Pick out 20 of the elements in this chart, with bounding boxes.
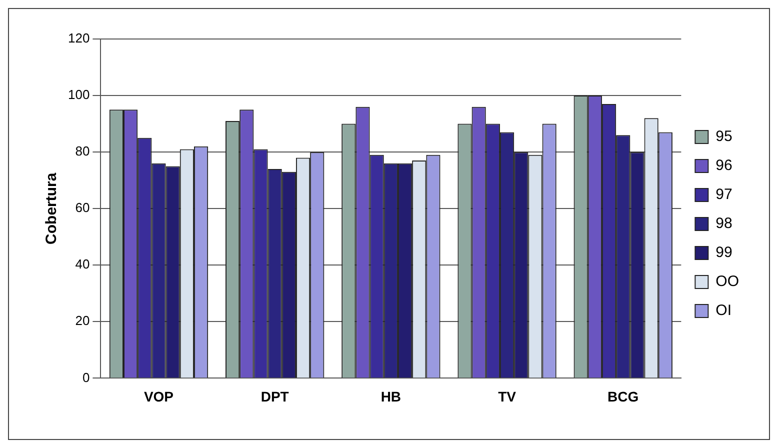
legend-label: 97	[716, 186, 732, 204]
y-tick-label: 0	[82, 370, 90, 385]
y-tick-label: 60	[75, 200, 90, 216]
y-tick-label: 120	[68, 30, 90, 46]
legend-label: OO	[716, 273, 740, 290]
y-tick-label: 20	[75, 313, 90, 328]
x-tick-label: HB	[380, 388, 402, 404]
legend-label: 98	[716, 215, 732, 232]
x-tick-label: VOP	[144, 388, 174, 404]
legend-label: 95	[716, 128, 732, 146]
y-axis-title: Cobertura	[43, 172, 60, 244]
x-tick-label: TV	[498, 388, 517, 404]
y-tick-label: 80	[75, 144, 90, 159]
legend-label: 99	[716, 244, 732, 262]
legend-label: OI	[716, 302, 732, 320]
y-tick-label: 100	[68, 87, 90, 102]
y-tick-label: 40	[75, 256, 90, 272]
legend-label: 96	[716, 157, 732, 174]
x-tick-label: BCG	[608, 388, 639, 404]
x-tick-label: DPT	[260, 388, 290, 404]
